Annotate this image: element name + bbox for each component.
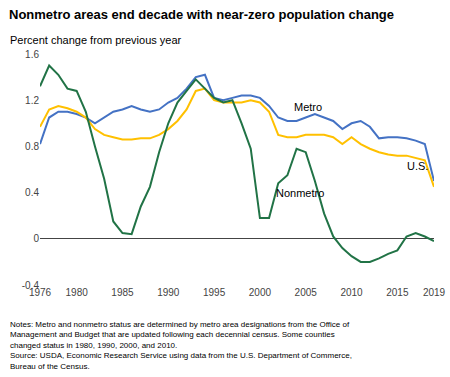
svg-text:2000: 2000 — [249, 287, 272, 298]
svg-text:Nonmetro areas end decade with: Nonmetro areas end decade with near-zero… — [9, 7, 394, 22]
svg-text:0.4: 0.4 — [25, 187, 39, 198]
svg-text:1995: 1995 — [203, 287, 226, 298]
svg-text:Nonmetro: Nonmetro — [276, 187, 324, 199]
svg-text:2005: 2005 — [295, 287, 318, 298]
svg-text:0: 0 — [33, 233, 39, 244]
svg-text:1980: 1980 — [66, 287, 89, 298]
svg-text:U.S.: U.S. — [407, 160, 428, 172]
svg-text:1.2: 1.2 — [25, 95, 39, 106]
svg-text:Percent change from previous y: Percent change from previous year — [10, 34, 182, 46]
svg-text:-0.4: -0.4 — [22, 280, 40, 291]
svg-text:1990: 1990 — [157, 287, 180, 298]
svg-text:0.8: 0.8 — [25, 141, 39, 152]
svg-text:2015: 2015 — [386, 287, 409, 298]
svg-text:Metro: Metro — [294, 101, 322, 113]
svg-text:1985: 1985 — [111, 287, 134, 298]
svg-text:1976: 1976 — [29, 287, 52, 298]
svg-text:2019: 2019 — [423, 287, 446, 298]
svg-text:Notes: Metro and nonmetro stat: Notes: Metro and nonmetro status are det… — [10, 320, 352, 371]
svg-text:2010: 2010 — [340, 287, 363, 298]
svg-text:1.6: 1.6 — [25, 49, 39, 60]
